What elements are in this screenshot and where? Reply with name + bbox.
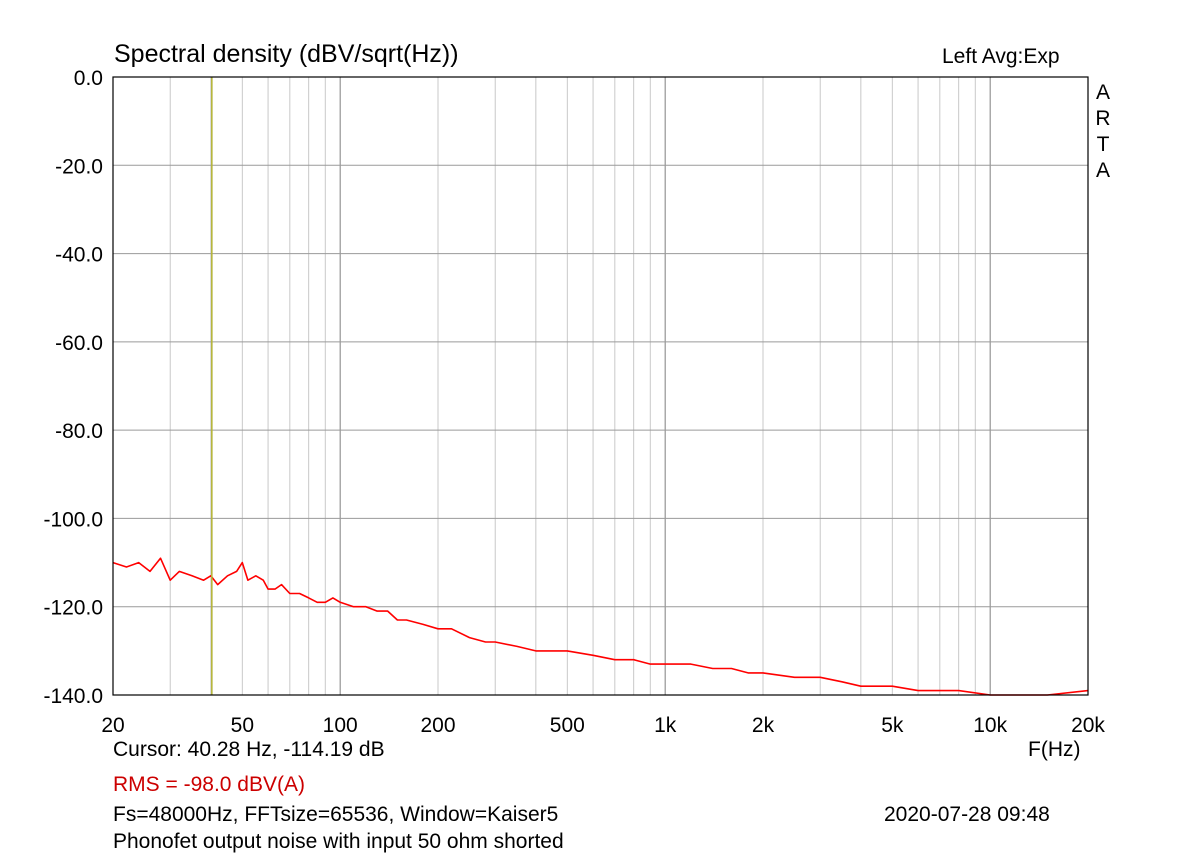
y-axis-tick-labels: 0.0 -20.0 -40.0 -60.0 -80.0 -100.0 -120.0 -140.… [43, 67, 103, 708]
y-tick-label: -100.0 [43, 508, 103, 531]
brand-letter: T [1096, 133, 1110, 156]
channel-averaging-label: Left Avg:Exp [942, 45, 1060, 68]
cursor-readout: Cursor: 40.28 Hz, -114.19 dB [113, 738, 385, 761]
x-tick-label: 100 [323, 714, 358, 737]
y-tick-label: -140.0 [43, 685, 103, 708]
y-tick-label: 0.0 [74, 67, 103, 90]
fft-settings: Fs=48000Hz, FFTsize=65536, Window=Kaiser… [113, 803, 559, 826]
x-tick-label: 1k [654, 714, 677, 737]
brand-letter: R [1095, 107, 1111, 130]
arta-brand-label: A R T A [1093, 80, 1113, 184]
timestamp: 2020-07-28 09:48 [884, 803, 1050, 826]
x-axis-tick-labels: 20 50 100 200 500 1k 2k 5k 10k 20k [101, 714, 1105, 737]
brand-letter: A [1095, 159, 1110, 182]
plot-grid [113, 77, 1088, 695]
y-tick-label: -60.0 [55, 332, 103, 355]
x-tick-label: 50 [231, 714, 254, 737]
noise-spectrum-line [112, 557, 1089, 696]
series-layer [112, 557, 1089, 696]
x-tick-label: 20 [101, 714, 124, 737]
x-tick-label: 10k [973, 714, 1007, 737]
y-tick-label: -80.0 [55, 420, 103, 443]
x-tick-label: 200 [420, 714, 455, 737]
x-tick-label: 2k [752, 714, 775, 737]
y-tick-label: -40.0 [55, 244, 103, 267]
y-tick-label: -120.0 [43, 597, 103, 620]
plot-frame [112, 76, 1089, 696]
rms-readout: RMS = -98.0 dBV(A) [113, 773, 305, 796]
brand-letter: A [1095, 81, 1110, 104]
x-tick-label: 500 [550, 714, 585, 737]
y-tick-label: -20.0 [55, 155, 103, 178]
x-tick-label: 20k [1071, 714, 1105, 737]
x-axis-unit-label: F(Hz) [1028, 738, 1081, 761]
chart-title: Spectral density (dBV/sqrt(Hz)) [114, 40, 459, 68]
measurement-caption: Phonofet output noise with input 50 ohm … [113, 830, 564, 853]
x-tick-label: 5k [881, 714, 904, 737]
